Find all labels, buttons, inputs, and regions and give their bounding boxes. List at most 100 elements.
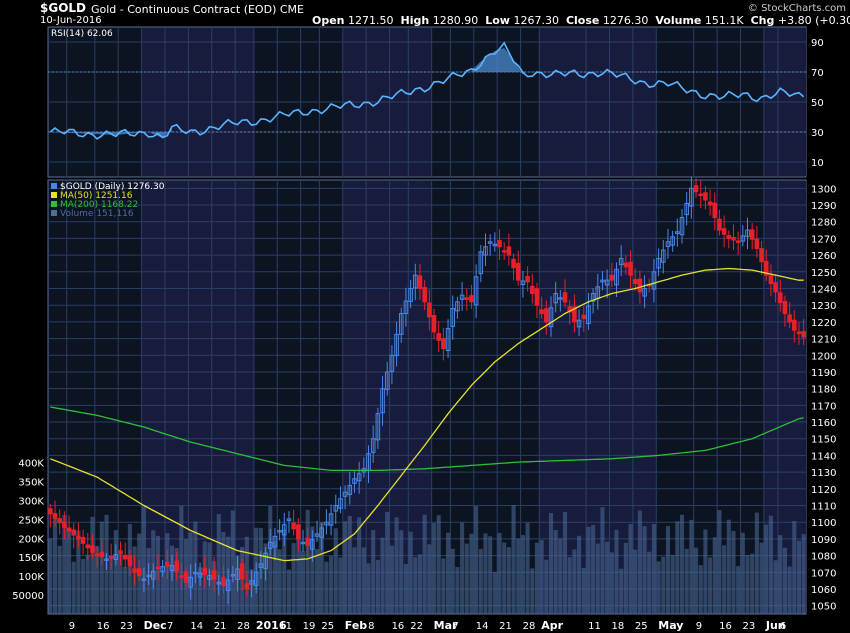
volume-bar xyxy=(315,549,320,614)
volume-bar xyxy=(375,560,380,614)
candle-body xyxy=(464,297,470,300)
candle-body xyxy=(679,217,685,236)
volume-bar xyxy=(694,547,699,614)
copyright-label: © StockCharts.com xyxy=(747,3,846,14)
candle-body xyxy=(104,558,109,561)
volume-bar xyxy=(268,506,273,614)
rsi-tick-label: 70 xyxy=(811,68,824,79)
volume-tick-label: 350K xyxy=(18,478,44,489)
volume-bar xyxy=(333,528,338,614)
price-tick-label: 1050 xyxy=(811,602,836,613)
volume-bar xyxy=(708,557,713,614)
candle-body xyxy=(492,243,498,247)
price-tick-label: 1160 xyxy=(811,418,836,429)
volume-bar xyxy=(548,512,554,614)
volume-bar xyxy=(731,530,736,614)
open-label: Open xyxy=(312,14,345,27)
candle-body xyxy=(188,576,193,588)
x-tick-label: 9 xyxy=(69,621,75,632)
price-tick-label: 1090 xyxy=(811,535,836,546)
candle-body xyxy=(792,319,797,331)
legend-swatch xyxy=(51,183,57,189)
x-tick-label: 2016 xyxy=(256,619,287,632)
price-tick-label: 1120 xyxy=(811,485,836,496)
volume-bar xyxy=(366,563,371,614)
candle-body xyxy=(267,541,273,549)
date-label: 10-Jun-2016 xyxy=(40,15,102,26)
candle-body xyxy=(342,491,348,497)
close-value: 1276.30 xyxy=(602,14,649,27)
volume-bar xyxy=(48,538,53,614)
candle-body xyxy=(48,508,53,515)
candle-body xyxy=(773,282,778,293)
candle-body xyxy=(225,579,231,592)
volume-tick-label: 50000 xyxy=(12,591,44,602)
candle-body xyxy=(707,201,713,206)
candle-body xyxy=(408,288,413,302)
candle-body xyxy=(562,292,568,303)
price-tick-label: 1180 xyxy=(811,385,836,396)
volume-bar xyxy=(633,549,638,614)
candle-body xyxy=(356,473,362,482)
candle-body xyxy=(689,187,694,207)
candle-body xyxy=(235,568,240,580)
volume-bar xyxy=(661,556,666,614)
candle-body xyxy=(661,249,666,263)
candle-body xyxy=(763,260,769,276)
volume-bar xyxy=(324,561,329,614)
volume-bar xyxy=(141,506,146,614)
low-label: Low xyxy=(485,14,510,27)
quote-bar: Open 1271.50 High 1280.90 Low 1267.30 Cl… xyxy=(312,14,850,27)
candle-body xyxy=(529,285,535,295)
candle-body xyxy=(553,293,558,304)
x-tick-label: 16 xyxy=(97,621,110,632)
price-legend-label: $GOLD (Daily) 1276.30 xyxy=(60,182,165,192)
candle-body xyxy=(146,574,151,578)
candle-body xyxy=(398,313,404,335)
candle-body xyxy=(483,246,488,256)
chg-value: +3.80 (+0.30%) xyxy=(777,14,850,27)
volume-tick-label: 250K xyxy=(18,515,44,526)
volume-bar xyxy=(310,526,315,614)
candle-body xyxy=(469,295,474,303)
x-tick-label: 11 xyxy=(588,621,601,632)
candle-body xyxy=(207,575,212,580)
candle-body xyxy=(221,576,226,587)
candle-body xyxy=(66,527,72,532)
volume-bar xyxy=(516,538,521,614)
volume-bar xyxy=(614,529,619,614)
volume-bar xyxy=(492,572,497,614)
candle-body xyxy=(118,551,123,554)
candle-body xyxy=(796,331,802,335)
candle-body xyxy=(314,533,320,537)
x-tick-label: Feb xyxy=(345,619,368,632)
volume-bar xyxy=(591,525,596,614)
x-tick-label: 16 xyxy=(719,621,732,632)
x-tick-label: 18 xyxy=(611,621,624,632)
price-tick-label: 1230 xyxy=(811,301,836,312)
volume-bar xyxy=(67,529,72,614)
x-tick-label: 23 xyxy=(120,621,133,632)
volume-bar xyxy=(179,506,184,614)
candle-body xyxy=(183,571,189,583)
x-tick-label: 25 xyxy=(635,621,648,632)
volume-bar xyxy=(642,526,647,614)
candle-body xyxy=(609,274,615,281)
candle-body xyxy=(478,251,484,275)
candle-body xyxy=(62,521,67,528)
volume-bar xyxy=(577,535,582,614)
candle-body xyxy=(642,288,647,297)
rsi-tick-label: 10 xyxy=(811,158,824,169)
volume-bar xyxy=(357,517,362,614)
ma200-line xyxy=(50,406,804,472)
volume-bar xyxy=(305,509,310,614)
volume-bar xyxy=(436,515,441,614)
volume-bar xyxy=(506,547,511,614)
candle-body xyxy=(506,246,512,256)
low-value: 1267.30 xyxy=(513,14,559,27)
candle-body xyxy=(403,300,409,314)
candle-body xyxy=(328,513,334,526)
candle-body xyxy=(211,570,217,580)
candle-body xyxy=(169,565,175,572)
